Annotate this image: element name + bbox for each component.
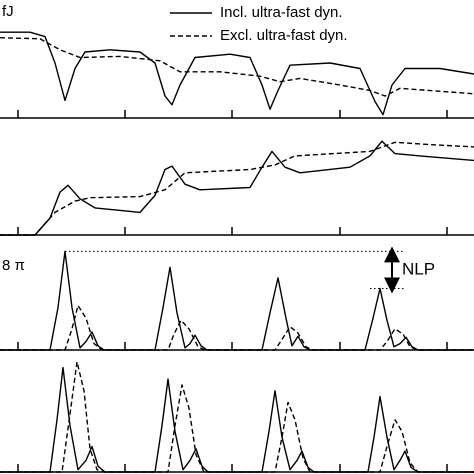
line-series (0, 31, 474, 116)
line-series (0, 366, 474, 473)
y-label: fJ (2, 3, 14, 20)
y-label: 8 π (2, 257, 25, 274)
line-series (0, 140, 474, 236)
annotation: NLP (402, 259, 435, 278)
line-series (0, 304, 474, 351)
line-series (0, 250, 474, 351)
line-series (0, 37, 474, 97)
legend-label: Incl. ultra-fast dyn. (220, 4, 343, 21)
legend-label: Excl. ultra-fast dyn. (220, 27, 348, 44)
line-series (0, 141, 474, 236)
